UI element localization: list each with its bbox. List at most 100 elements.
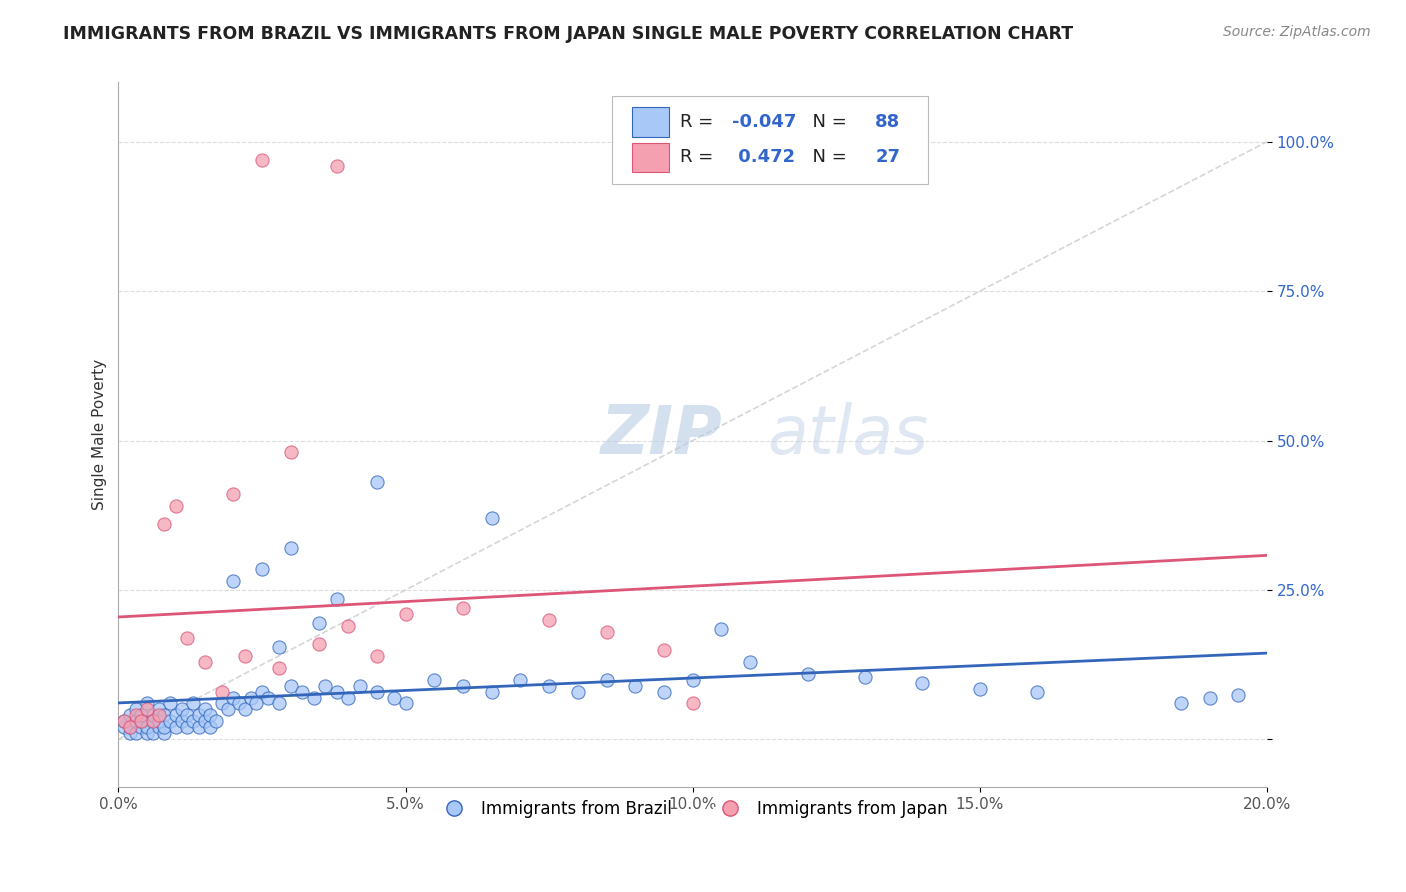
Point [222, 487, 245, 501]
Point [538, 613, 561, 627]
Point [269, 640, 291, 654]
Point [131, 708, 153, 723]
Point [205, 714, 228, 729]
Text: -0.047: -0.047 [731, 113, 796, 131]
Point [394, 697, 416, 711]
Text: Source: ZipAtlas.com: Source: ZipAtlas.com [1223, 25, 1371, 39]
Point [131, 714, 153, 729]
Point [245, 697, 267, 711]
Point [148, 708, 170, 723]
Point [1026, 684, 1049, 698]
Text: N =: N = [800, 113, 852, 131]
Point [124, 708, 146, 723]
Point [595, 624, 617, 639]
Point [1198, 690, 1220, 705]
Point [142, 726, 165, 740]
Point [165, 708, 187, 723]
Point [200, 708, 222, 723]
Point [165, 500, 187, 514]
Text: N =: N = [800, 148, 852, 167]
Point [181, 714, 204, 729]
Point [1170, 697, 1192, 711]
Point [148, 720, 170, 734]
Point [796, 666, 818, 681]
Point [349, 679, 371, 693]
Point [280, 679, 302, 693]
Point [136, 726, 159, 740]
Point [200, 720, 222, 734]
Legend: Immigrants from Brazil, Immigrants from Japan: Immigrants from Brazil, Immigrants from … [432, 793, 955, 825]
Point [118, 720, 141, 734]
Point [176, 631, 198, 645]
Point [325, 684, 347, 698]
Point [969, 681, 991, 696]
Point [256, 690, 278, 705]
Point [136, 720, 159, 734]
Point [451, 600, 474, 615]
Point [153, 726, 176, 740]
Point [1227, 688, 1250, 702]
Text: IMMIGRANTS FROM BRAZIL VS IMMIGRANTS FROM JAPAN SINGLE MALE POVERTY CORRELATION : IMMIGRANTS FROM BRAZIL VS IMMIGRANTS FRO… [63, 25, 1073, 43]
Point [314, 679, 336, 693]
Point [325, 591, 347, 606]
Point [176, 708, 198, 723]
Point [233, 648, 256, 663]
Text: ZIP: ZIP [600, 401, 723, 467]
Point [740, 655, 762, 669]
Point [595, 673, 617, 687]
Point [187, 708, 209, 723]
Text: 88: 88 [876, 113, 901, 131]
Point [181, 697, 204, 711]
Point [211, 697, 233, 711]
FancyBboxPatch shape [613, 96, 928, 184]
Point [131, 720, 153, 734]
Text: atlas: atlas [768, 401, 928, 467]
Point [451, 679, 474, 693]
Point [250, 684, 273, 698]
Point [538, 679, 561, 693]
Point [423, 673, 446, 687]
Point [217, 702, 239, 716]
Point [710, 622, 733, 636]
Point [194, 655, 217, 669]
Point [239, 690, 262, 705]
Point [142, 708, 165, 723]
Point [187, 720, 209, 734]
Point [153, 517, 176, 532]
Point [366, 684, 388, 698]
Point [567, 684, 589, 698]
Point [291, 684, 314, 698]
Point [112, 714, 135, 729]
Point [118, 708, 141, 723]
Point [124, 726, 146, 740]
Point [159, 697, 181, 711]
Point [682, 673, 704, 687]
Text: R =: R = [681, 148, 718, 167]
Point [148, 702, 170, 716]
Point [222, 574, 245, 588]
Point [131, 714, 153, 729]
Point [136, 697, 159, 711]
Point [280, 541, 302, 555]
Point [142, 714, 165, 729]
FancyBboxPatch shape [631, 143, 669, 172]
Point [118, 726, 141, 740]
Point [153, 708, 176, 723]
Point [165, 720, 187, 734]
Point [652, 642, 675, 657]
Point [308, 615, 330, 630]
Point [509, 673, 531, 687]
Point [112, 714, 135, 729]
Point [228, 697, 250, 711]
Point [112, 720, 135, 734]
Point [366, 475, 388, 490]
Point [250, 153, 273, 167]
Point [159, 714, 181, 729]
Point [250, 562, 273, 576]
Point [148, 714, 170, 729]
Point [481, 684, 503, 698]
Point [142, 714, 165, 729]
Point [269, 697, 291, 711]
Text: R =: R = [681, 113, 718, 131]
Point [176, 720, 198, 734]
